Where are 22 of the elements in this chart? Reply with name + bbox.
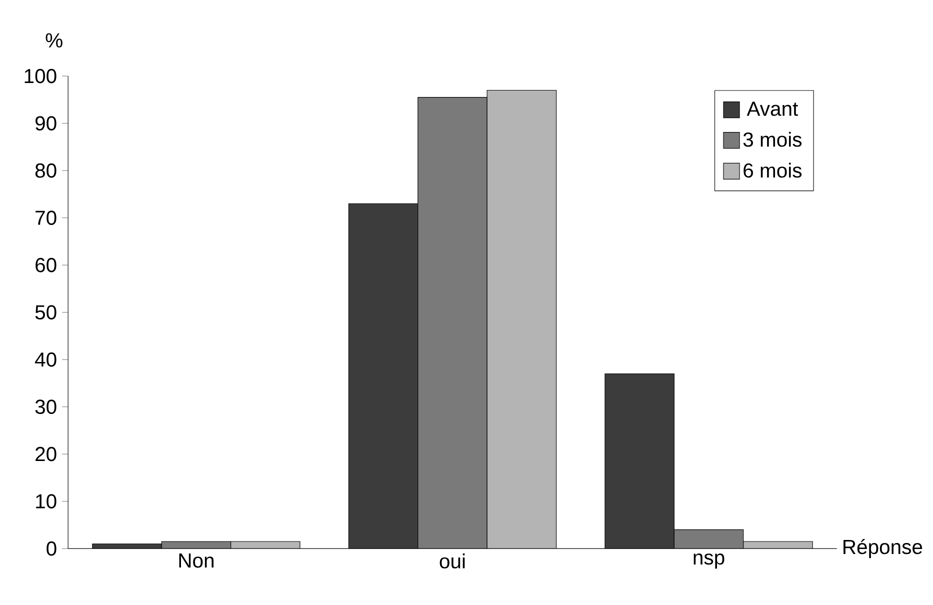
- y-tick-label: 0: [46, 542, 56, 556]
- y-tick-label: 50: [35, 305, 56, 320]
- x-tick-label: nsp: [694, 554, 724, 569]
- x-tick-label: oui: [440, 554, 465, 569]
- bar: [604, 374, 674, 549]
- legend-label: Avant: [746, 102, 798, 116]
- bar: [348, 204, 418, 549]
- y-tick-label: 70: [36, 210, 56, 226]
- y-tick-label: 90: [36, 116, 56, 131]
- y-tick-label: 10: [36, 494, 56, 509]
- y-tick-label: 60: [36, 258, 56, 272]
- x-tick-label: Non: [179, 554, 214, 568]
- y-axis-title: %: [46, 33, 62, 48]
- legend-label: 6 mois: [744, 162, 802, 178]
- y-tick-label: 100: [24, 69, 56, 84]
- legend-label: 3 mois: [743, 132, 802, 147]
- y-tick-label: 80: [35, 164, 56, 178]
- y-tick-label: 20: [36, 447, 56, 462]
- y-tick-label: 30: [35, 400, 56, 414]
- x-axis-title: Réponse: [844, 539, 922, 558]
- bar: [92, 544, 162, 549]
- y-tick-label: 40: [35, 352, 56, 367]
